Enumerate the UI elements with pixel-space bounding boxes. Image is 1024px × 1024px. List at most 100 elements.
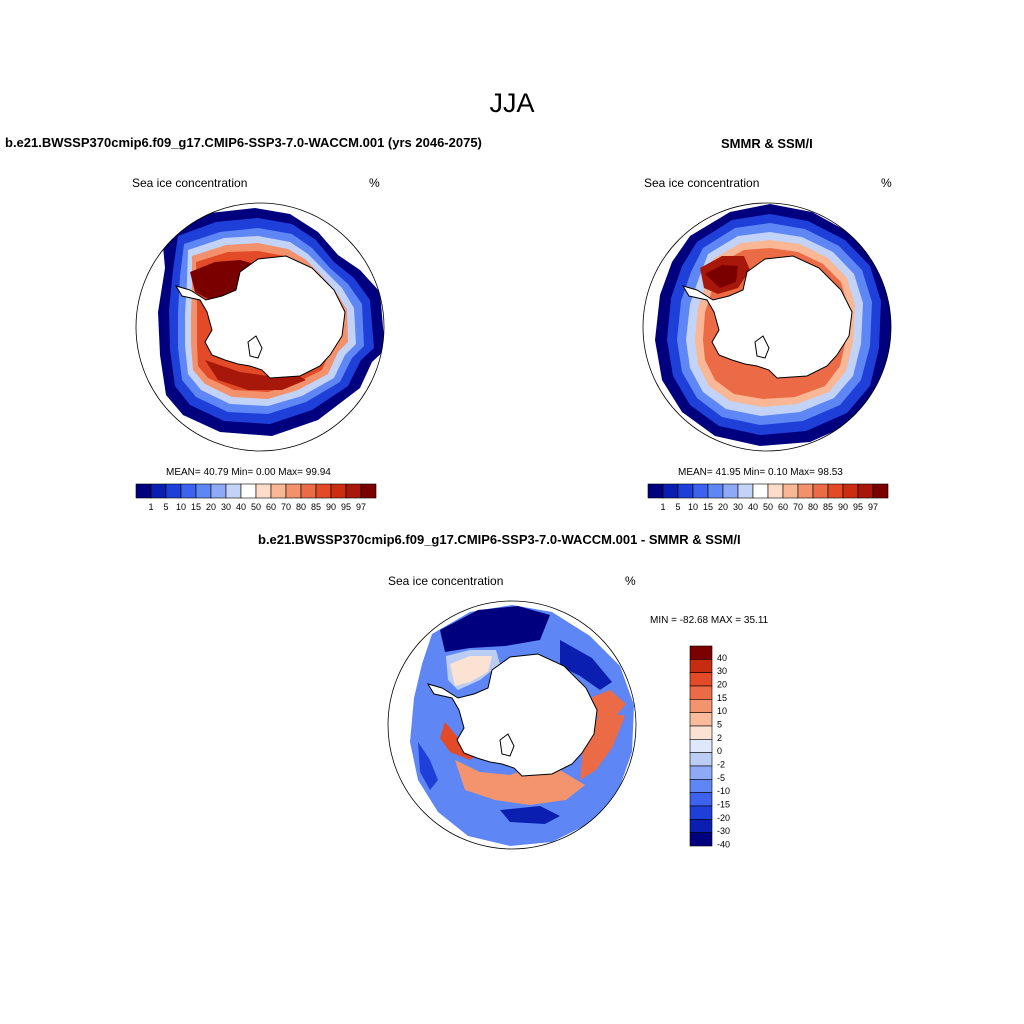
- colorbar-1-box: [240, 483, 257, 499]
- colorbar-2-box: [662, 483, 679, 499]
- colorbar-2-tick-label: 97: [868, 502, 878, 512]
- colorbar-1-box: [150, 483, 167, 499]
- colorbar-2-tick-label: 95: [853, 502, 863, 512]
- colorbar-3-box: [689, 765, 713, 780]
- colorbar-2-tick-label: 60: [778, 502, 788, 512]
- colorbar-1-box: [255, 483, 272, 499]
- colorbar-3-box: [689, 712, 713, 727]
- colorbar-1-box: [345, 483, 362, 499]
- colorbar-2-tick-label: 10: [688, 502, 698, 512]
- colorbar-2-tick-label: 85: [823, 502, 833, 512]
- colorbar-2-tick-label: 15: [703, 502, 713, 512]
- map-3-difference: [387, 600, 637, 850]
- panel-1-variable-label: Sea ice concentration: [132, 176, 248, 190]
- colorbar-3-tick-label: 40: [717, 653, 727, 663]
- colorbar-2-box: [767, 483, 784, 499]
- colorbar-1-tick-label: 20: [206, 502, 216, 512]
- colorbar-1-box: [180, 483, 197, 499]
- map-2-boundary: [642, 202, 892, 452]
- colorbar-2-box: [722, 483, 739, 499]
- colorbar-1-tick-label: 40: [236, 502, 246, 512]
- map-3-boundary: [387, 600, 637, 850]
- colorbar-3-tick-label: -2: [717, 760, 725, 770]
- panel-1-stats: MEAN= 40.79 Min= 0.00 Max= 99.94: [166, 467, 331, 478]
- colorbar-2-tick-label: 20: [718, 502, 728, 512]
- map-3-difference-field: [410, 605, 634, 846]
- colorbar-3-box: [689, 685, 713, 700]
- colorbar-3-tick-label: 5: [717, 720, 722, 730]
- colorbar-1: 1 5 10 15 20 30 40 50 60 70 80 85 90 95 97: [135, 483, 377, 512]
- colorbar-2-tick-label: 90: [838, 502, 848, 512]
- colorbar-3-tick-label: -20: [717, 813, 730, 823]
- colorbar-3-box: [689, 792, 713, 807]
- colorbar-2-tick-label: 80: [808, 502, 818, 512]
- colorbar-2-tick-label: 40: [748, 502, 758, 512]
- colorbar-1-tick-label: 90: [326, 502, 336, 512]
- panel-1-title: b.e21.BWSSP370cmip6.f09_g17.CMIP6-SSP3-7…: [5, 135, 482, 150]
- map-2-observations: [642, 202, 892, 452]
- colorbar-2-box: [707, 483, 724, 499]
- panel-1-units-label: %: [369, 176, 380, 190]
- figure-title: JJA: [489, 88, 535, 118]
- colorbar-1-box: [210, 483, 227, 499]
- colorbar-2-tick-label: 1: [660, 502, 665, 512]
- colorbar-1-box: [135, 483, 152, 499]
- colorbar-1-box: [225, 483, 242, 499]
- colorbar-2-box: [812, 483, 829, 499]
- colorbar-2-box: [797, 483, 814, 499]
- colorbar-2-box: [857, 483, 874, 499]
- colorbar-3-tick-label: -30: [717, 826, 730, 836]
- colorbar-3-tick-label: 20: [717, 680, 727, 690]
- colorbar-2-box: [872, 483, 889, 499]
- colorbar-3-box: [689, 699, 713, 713]
- colorbar-1-box: [360, 483, 377, 499]
- map-1-model: [135, 202, 385, 452]
- map-1-antarctica: [174, 255, 346, 379]
- colorbar-2-box: [827, 483, 844, 499]
- colorbar-1-box: [330, 483, 347, 499]
- colorbar-1-tick-label: 70: [281, 502, 291, 512]
- colorbar-1-tick-label: 30: [221, 502, 231, 512]
- colorbar-2-box: [782, 483, 799, 499]
- colorbar-3-box: [689, 819, 713, 833]
- map-2-ice-field: [655, 204, 891, 446]
- colorbar-1-tick-label: 5: [163, 502, 168, 512]
- colorbar-3-box: [689, 725, 713, 740]
- map-3-antarctica: [426, 653, 598, 777]
- colorbar-1-tick-label: 50: [251, 502, 261, 512]
- colorbar-1-tick-label: 95: [341, 502, 351, 512]
- colorbar-3-box: [689, 739, 713, 753]
- colorbar-3-box: [689, 805, 713, 820]
- panel-3-units-label: %: [625, 574, 636, 588]
- colorbar-3-box: [689, 752, 713, 767]
- panel-2-variable-label: Sea ice concentration: [644, 176, 760, 190]
- colorbar-1-box: [315, 483, 332, 499]
- panel-2-units-label: %: [881, 176, 892, 190]
- colorbar-3-box: [689, 672, 713, 687]
- colorbar-2-tick-label: 5: [675, 502, 680, 512]
- colorbar-1-box: [285, 483, 302, 499]
- colorbar-2-box: [842, 483, 859, 499]
- colorbar-2-tick-label: 30: [733, 502, 743, 512]
- colorbar-1-tick-label: 15: [191, 502, 201, 512]
- colorbar-1-box: [300, 483, 317, 499]
- colorbar-1-tick-label: 80: [296, 502, 306, 512]
- colorbar-3-tick-label: -40: [717, 840, 730, 850]
- colorbar-2-box: [647, 483, 664, 499]
- colorbar-3-tick-label: 15: [717, 693, 727, 703]
- panel-2-title: SMMR & SSM/I: [721, 136, 813, 151]
- colorbar-2: 1 5 10 15 20 30 40 50 60 70 80 85 90 95 97: [647, 483, 889, 512]
- colorbar-1-tick-label: 85: [311, 502, 321, 512]
- colorbar-1-box: [270, 483, 287, 499]
- colorbar-2-box: [677, 483, 694, 499]
- colorbar-1-tick-label: 60: [266, 502, 276, 512]
- colorbar-1-tick-label: 97: [356, 502, 366, 512]
- panel-3-stats: MIN = -82.68 MAX = 35.11: [650, 615, 769, 626]
- colorbar-2-box: [752, 483, 769, 499]
- panel-3-variable-label: Sea ice concentration: [388, 574, 504, 588]
- colorbar-2-tick-label: 70: [793, 502, 803, 512]
- panel-2-stats: MEAN= 41.95 Min= 0.10 Max= 98.53: [678, 467, 843, 478]
- colorbar-3-tick-label: -15: [717, 800, 730, 810]
